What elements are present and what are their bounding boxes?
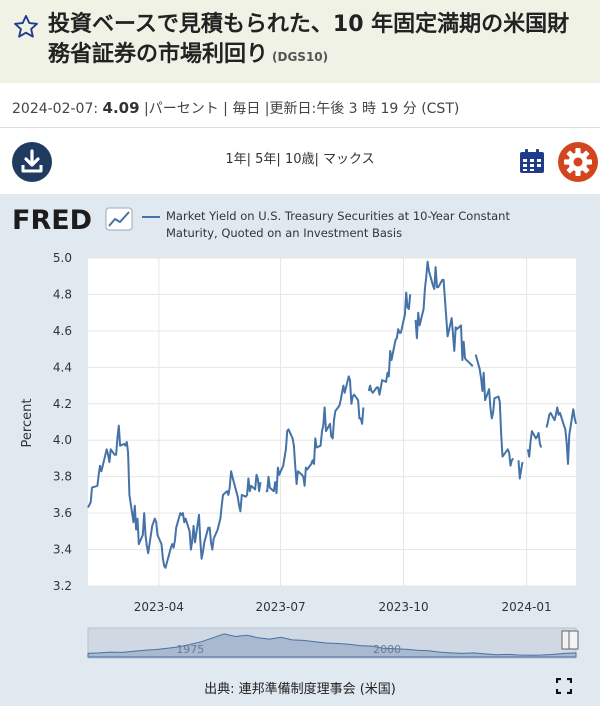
- range-1y-link[interactable]: 1年: [225, 152, 247, 167]
- navigator-handle-right[interactable]: [568, 630, 579, 650]
- y-tick-label: 3.6: [53, 506, 72, 520]
- series-line: [367, 291, 412, 396]
- navigator-year-label: 2000: [373, 643, 401, 656]
- y-tick-label: 4.2: [53, 397, 72, 411]
- fred-logo-text: FRED: [12, 205, 92, 234]
- range-separator: |: [314, 152, 319, 167]
- y-tick-label: 3.8: [53, 470, 72, 484]
- star-icon[interactable]: [12, 13, 40, 41]
- y-tick-label: 5.0: [53, 251, 72, 265]
- series-line: [517, 460, 524, 480]
- observation-details: |パーセント | 毎日 |更新日:午後 3 時 19 分 (CST): [144, 101, 460, 117]
- download-button[interactable]: [12, 142, 52, 182]
- navigator-series: [87, 633, 577, 658]
- plot-background: [88, 258, 576, 586]
- y-tick-label: 4.4: [53, 360, 72, 374]
- series-id: (DGS10): [272, 50, 329, 64]
- settings-button[interactable]: [558, 142, 598, 182]
- x-tick-label: 2023-10: [378, 600, 428, 614]
- x-tick-label: 2023-04: [134, 600, 184, 614]
- y-axis-label: Percent: [20, 399, 35, 448]
- series-line: [87, 424, 262, 569]
- range-5y-link[interactable]: 5年: [255, 152, 277, 167]
- navigator-year-label: 1975: [176, 643, 204, 656]
- chart-panel: FRED Market Yield on U.S. Treasury Secur…: [0, 194, 600, 706]
- calendar-icon[interactable]: [519, 148, 545, 174]
- line-chart[interactable]: 3.2 3.4 3.6 3.8 4.0 4.2 4.4 4.6 4.8 5.0 2023-04 20…: [0, 194, 600, 706]
- fullscreen-icon[interactable]: [556, 678, 572, 694]
- range-max-link[interactable]: マックス: [323, 152, 375, 167]
- page-title: 投資ベースで見積もられた、10 年固定満期の米国財務省証券の市場利回り (DGS1…: [48, 10, 588, 72]
- gear-icon: [564, 148, 592, 176]
- observation-meta: 2024-02-07: 4.09 |パーセント | 毎日 |更新日:午後 3 時…: [0, 83, 600, 128]
- y-tick-label: 4.6: [53, 324, 72, 338]
- y-tick-label: 4.8: [53, 287, 72, 301]
- series-line: [265, 375, 365, 495]
- range-separator: |: [246, 152, 251, 167]
- range-links: 1年| 5年| 10歳| マックス: [0, 148, 600, 167]
- x-tick-label: 2024-01: [501, 600, 551, 614]
- observation-date: 2024-02-07:: [12, 101, 99, 117]
- series-title: 投資ベースで見積もられた、10 年固定満期の米国財務省証券の市場利回り: [48, 12, 570, 67]
- series-line: [474, 354, 515, 467]
- series-line: [545, 406, 577, 465]
- y-tick-label: 3.4: [53, 543, 72, 557]
- series-line: [526, 430, 543, 458]
- y-tick-label: 4.0: [53, 433, 72, 447]
- chart-toolbar: 1年| 5年| 10歳| マックス: [0, 128, 600, 194]
- legend-label: Market Yield on U.S. Treasury Securities…: [166, 209, 510, 240]
- observation-value: 4.09: [102, 99, 140, 117]
- fred-logo: FRED: [12, 205, 133, 234]
- source-credit: 出典: 連邦準備制度理事会 (米国): [204, 682, 396, 697]
- download-icon: [21, 149, 43, 173]
- series-line: [414, 260, 474, 367]
- y-tick-label: 3.2: [53, 579, 72, 593]
- x-tick-label: 2023-07: [255, 600, 305, 614]
- chart-legend: Market Yield on U.S. Treasury Securities…: [142, 208, 562, 242]
- legend-swatch: [142, 216, 160, 218]
- title-bar: 投資ベースで見積もられた、10 年固定満期の米国財務省証券の市場利回り (DGS1…: [0, 0, 600, 83]
- range-10y-link[interactable]: 10歳: [284, 152, 315, 167]
- range-separator: |: [276, 152, 281, 167]
